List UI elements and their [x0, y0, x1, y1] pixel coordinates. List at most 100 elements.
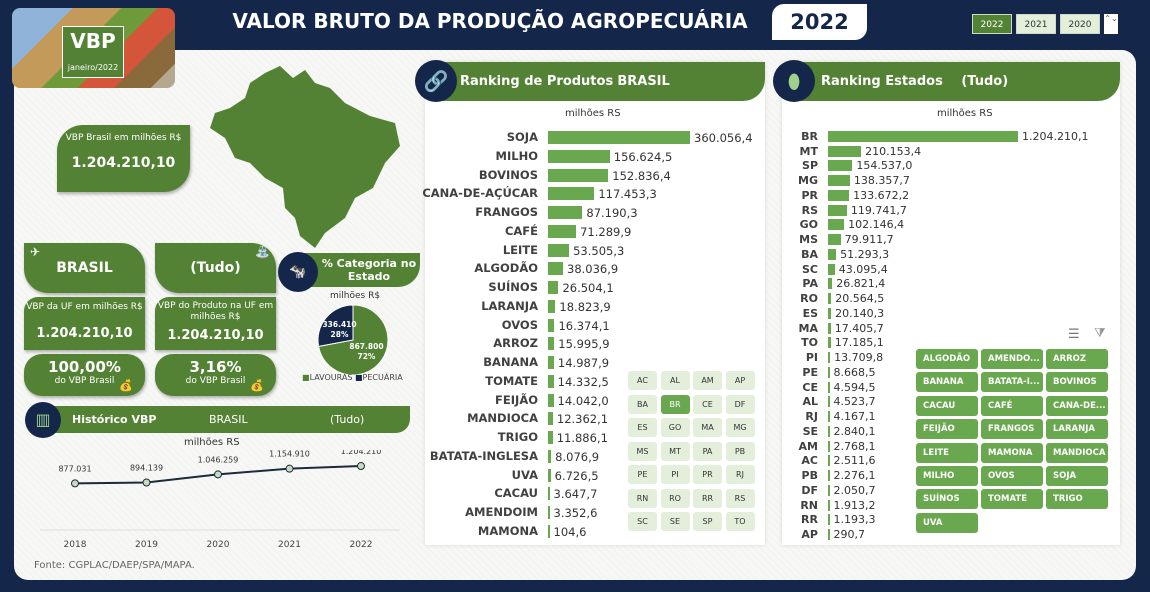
state-filter-pr[interactable]: PR [693, 465, 722, 484]
product-filter-button[interactable]: SOJA [1046, 466, 1108, 486]
state-bar[interactable] [828, 425, 830, 437]
state-filter-to[interactable]: TO [725, 512, 755, 531]
state-label[interactable]: DF [801, 483, 818, 497]
product-filter-button[interactable]: LARANJA [1046, 419, 1108, 440]
state-filter-rs[interactable]: RS [725, 488, 755, 508]
state-filter-ms[interactable]: MS [628, 441, 657, 461]
state-bar[interactable] [828, 278, 833, 290]
product-filter-button[interactable]: CANA-DE... [1046, 395, 1108, 416]
state-bar[interactable] [828, 528, 830, 540]
state-bar[interactable] [828, 293, 832, 305]
product-filter-button[interactable]: TRIGO [1046, 489, 1108, 510]
product-filter-button[interactable]: BANANA [916, 372, 978, 393]
state-bar[interactable] [828, 307, 832, 319]
state-label[interactable]: AC [801, 454, 818, 468]
state-filter-am[interactable]: AM [693, 371, 722, 390]
state-filter-pb[interactable]: PB [725, 441, 755, 461]
pie-slice-pecuária[interactable] [317, 304, 354, 348]
product-bar[interactable] [548, 337, 555, 351]
state-bar[interactable] [828, 263, 835, 275]
state-filter-se[interactable]: SE [660, 512, 690, 531]
year-button-2020[interactable]: 2020 [1060, 14, 1100, 34]
state-bar[interactable] [828, 499, 830, 511]
historico-point[interactable] [142, 478, 151, 487]
product-label[interactable]: MILHO [495, 148, 538, 163]
state-label[interactable]: RJ [805, 410, 818, 424]
state-filter-pi[interactable]: PI [660, 465, 690, 484]
product-bar[interactable] [548, 262, 563, 276]
product-bar[interactable] [548, 187, 595, 201]
state-label[interactable]: RR [801, 513, 818, 527]
product-label[interactable]: BOVINOS [478, 167, 538, 182]
select-all-icon[interactable]: ☰ [1068, 327, 1080, 342]
product-label[interactable]: SUÍNOS [488, 280, 538, 295]
state-label[interactable]: CE [802, 380, 818, 394]
historico-point[interactable] [214, 470, 222, 479]
state-bar[interactable] [828, 131, 1018, 142]
clear-filter-icon[interactable]: ⧩ [1094, 326, 1106, 341]
product-filter-button[interactable]: BATATA-I... [981, 372, 1043, 393]
state-label[interactable]: AM [798, 439, 818, 453]
state-filter-rn[interactable]: RN [628, 488, 657, 508]
state-bar[interactable] [828, 219, 845, 231]
state-label[interactable]: MG [798, 174, 818, 188]
state-filter-rj[interactable]: RJ [725, 465, 755, 484]
product-label[interactable]: CANA-DE-AÇÚCAR [422, 186, 538, 201]
product-bar[interactable] [548, 299, 556, 313]
product-filter-button[interactable]: CACAU [916, 395, 978, 416]
product-label[interactable]: SOJA [506, 130, 538, 144]
state-label[interactable]: PB [801, 469, 818, 483]
product-label[interactable]: MAMONA [477, 523, 538, 538]
product-bar[interactable] [548, 524, 550, 538]
state-label[interactable]: RS [801, 203, 818, 217]
product-filter-button[interactable]: ARROZ [1046, 349, 1108, 369]
state-label[interactable]: SC [802, 262, 818, 276]
product-label[interactable]: LEITE [502, 242, 538, 257]
state-filter-mg[interactable]: MG [725, 418, 755, 437]
state-label[interactable]: PR [801, 188, 818, 202]
state-filter-al[interactable]: AL [660, 371, 690, 390]
product-bar[interactable] [548, 224, 577, 238]
state-bar[interactable] [828, 381, 830, 393]
state-bar[interactable] [828, 189, 850, 201]
historico-point[interactable] [357, 462, 365, 471]
state-bar[interactable] [828, 160, 853, 172]
state-filter-es[interactable]: ES [628, 418, 657, 437]
product-label[interactable]: MANDIOCA [467, 411, 538, 426]
state-filter-mt[interactable]: MT [660, 441, 690, 461]
product-label[interactable]: TOMATE [485, 373, 538, 388]
state-filter-pe[interactable]: PE [628, 465, 657, 484]
state-filter-sc[interactable]: SC [628, 512, 657, 531]
state-bar[interactable] [828, 204, 847, 216]
state-bar[interactable] [828, 366, 830, 378]
state-filter-br[interactable]: BR [660, 394, 690, 414]
state-filter-go[interactable]: GO [660, 418, 690, 437]
state-label[interactable]: MA [798, 321, 818, 335]
product-bar[interactable] [548, 131, 690, 144]
product-bar[interactable] [548, 431, 553, 445]
product-filter-button[interactable]: OVOS [981, 466, 1043, 486]
year-button-2021[interactable]: 2021 [1016, 14, 1056, 34]
state-label[interactable]: PE [802, 365, 818, 379]
state-label[interactable]: MT [799, 144, 818, 158]
state-filter-rr[interactable]: RR [693, 488, 722, 508]
state-filter-ce[interactable]: CE [693, 394, 722, 414]
product-label[interactable]: OVOS [501, 317, 538, 332]
year-scroll-spinner[interactable]: ⌃⌄ [1104, 14, 1118, 34]
product-bar[interactable] [548, 506, 550, 520]
state-bar[interactable] [828, 352, 831, 364]
state-filter-ac[interactable]: AC [628, 371, 657, 390]
state-filter-df[interactable]: DF [725, 394, 755, 414]
state-label[interactable]: TO [801, 336, 818, 350]
state-filter-ma[interactable]: MA [693, 418, 722, 437]
state-label[interactable]: BA [801, 247, 818, 261]
product-label[interactable]: FEIJÃO [495, 392, 538, 407]
state-label[interactable]: MS [799, 233, 818, 247]
product-bar[interactable] [548, 412, 553, 426]
state-bar[interactable] [828, 145, 862, 157]
product-bar[interactable] [548, 468, 551, 482]
state-bar[interactable] [828, 514, 830, 526]
state-bar[interactable] [828, 322, 831, 334]
state-bar[interactable] [828, 455, 830, 467]
brazil-map[interactable] [205, 58, 405, 248]
